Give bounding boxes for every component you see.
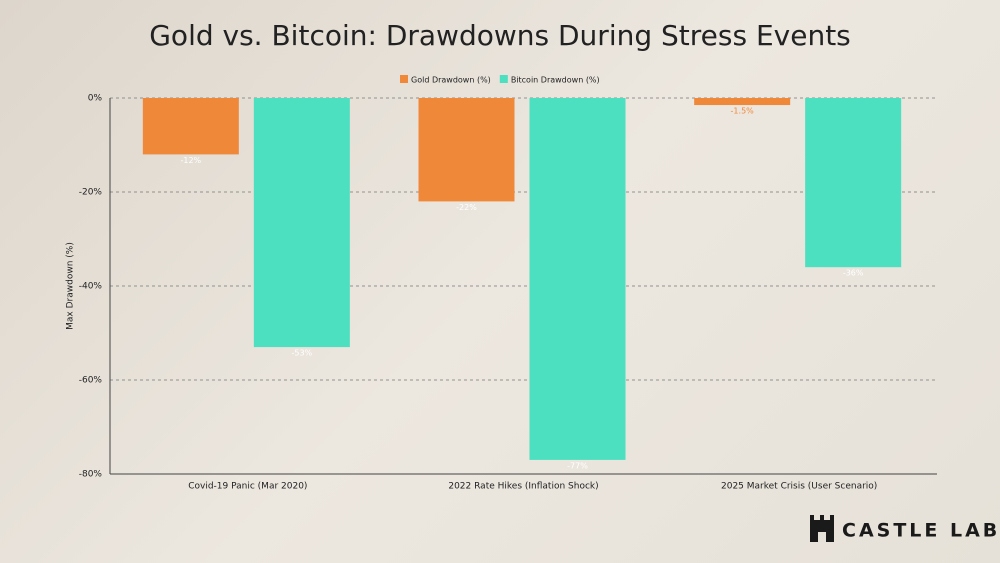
chart-title: Gold vs. Bitcoin: Drawdowns During Stres… <box>149 19 851 52</box>
value-label: -1.5% <box>731 107 755 116</box>
legend-swatch <box>499 75 508 83</box>
bar <box>805 98 902 268</box>
bar <box>142 98 239 155</box>
value-label: -53% <box>291 349 312 358</box>
y-tick-label: -20% <box>79 188 103 198</box>
brand-name: CASTLE LABS <box>842 520 1000 542</box>
x-tick-label: 2025 Market Crisis (User Scenario) <box>721 482 877 492</box>
value-label: -77% <box>567 461 588 470</box>
brand-logo <box>810 515 834 542</box>
legend-label: Bitcoin Drawdown (%) <box>511 76 600 85</box>
legend-label: Gold Drawdown (%) <box>411 76 491 85</box>
y-tick-label: -40% <box>79 282 103 292</box>
x-tick-label: 2022 Rate Hikes (Inflation Shock) <box>448 482 598 492</box>
bar <box>529 98 626 460</box>
value-label: -36% <box>843 269 864 278</box>
bar <box>418 98 515 202</box>
value-label: -12% <box>180 156 201 165</box>
bar <box>694 98 791 106</box>
y-tick-label: -60% <box>79 376 103 386</box>
bar <box>253 98 350 348</box>
y-tick-label: 0% <box>88 94 103 104</box>
value-label: -22% <box>456 203 477 212</box>
y-axis-label: Max Drawdown (%) <box>66 242 76 330</box>
legend-swatch <box>400 75 408 83</box>
x-tick-label: Covid-19 Panic (Mar 2020) <box>188 482 307 492</box>
y-tick-label: -80% <box>79 470 103 480</box>
